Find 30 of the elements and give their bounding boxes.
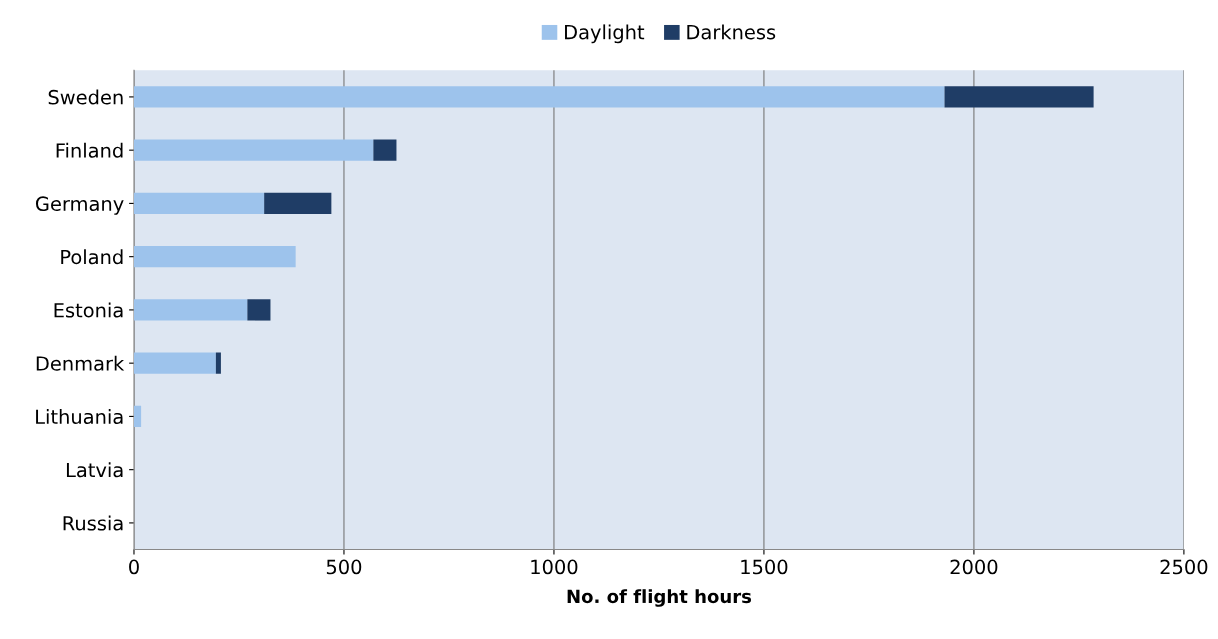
legend-label: Darkness: [687, 24, 776, 40]
bar: [133, 139, 374, 161]
x-tick-label: 2500: [1160, 559, 1208, 575]
x-tick-label: 0: [129, 559, 139, 575]
y-tick-label: Estonia: [54, 302, 123, 318]
bar: [215, 352, 221, 374]
y-tick-label: Sweden: [48, 89, 123, 105]
bar: [264, 192, 332, 215]
y-tick-label: Latvia: [66, 462, 123, 478]
x-tick-label: 1000: [531, 559, 578, 575]
bar: [373, 139, 397, 161]
bar: [133, 192, 265, 215]
x-tick-label: 500: [326, 559, 362, 575]
x-tick-label: 2000: [950, 559, 998, 575]
bar: [133, 86, 945, 108]
bar: [247, 299, 271, 321]
bar: [133, 246, 296, 268]
y-tick-label: Germany: [35, 196, 124, 215]
bar: [133, 405, 142, 428]
y-tick-label: Finland: [56, 142, 123, 158]
bar: [133, 352, 216, 374]
y-tick-label: Denmark: [36, 355, 125, 371]
x-tick-label: 1500: [741, 559, 788, 575]
x-axis-title: No. of flight hours: [567, 589, 752, 607]
legend-label: Daylight: [565, 24, 645, 44]
bar: [133, 299, 248, 321]
bar: [944, 86, 1094, 108]
y-tick-label: Lithuania: [36, 409, 123, 425]
y-tick-label: Poland: [61, 249, 123, 265]
y-tick-label: Russia: [63, 515, 123, 531]
